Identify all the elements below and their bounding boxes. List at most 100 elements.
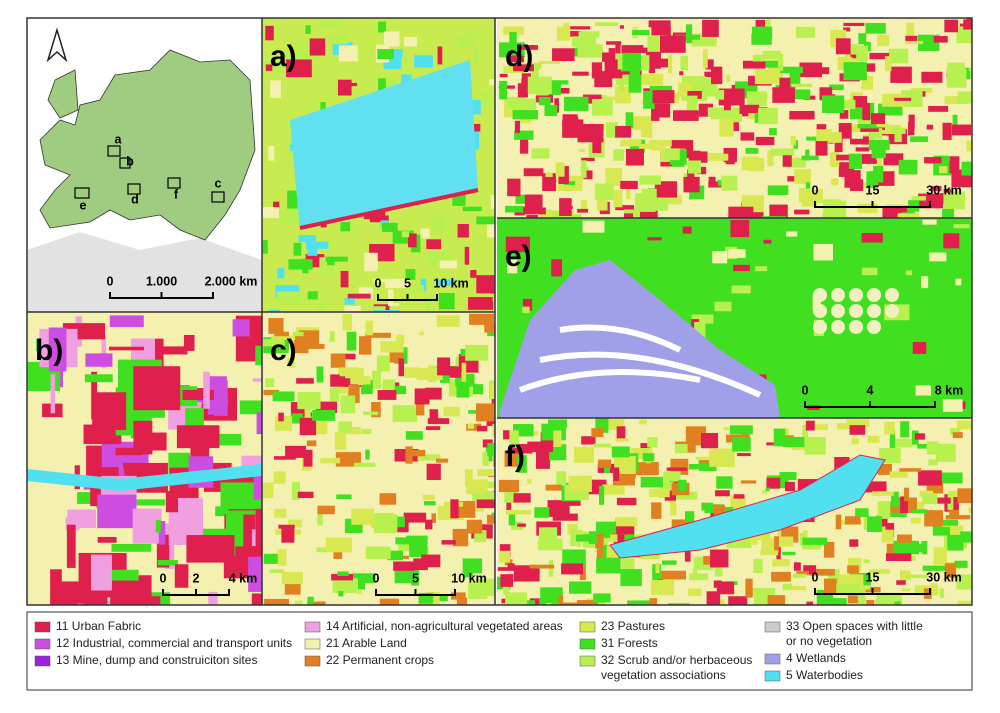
- land-patch: [531, 64, 539, 81]
- land-patch: [852, 154, 877, 164]
- land-patch: [348, 221, 355, 231]
- land-patch: [380, 341, 404, 353]
- land-patch: [911, 509, 928, 514]
- land-patch: [605, 167, 623, 186]
- land-patch: [615, 78, 634, 85]
- land-patch: [956, 574, 972, 590]
- land-patch: [745, 578, 753, 598]
- land-patch: [476, 403, 495, 422]
- land-patch: [529, 564, 555, 569]
- land-patch: [688, 463, 699, 470]
- land-patch: [615, 42, 621, 60]
- land-patch: [877, 34, 890, 47]
- land-patch: [268, 146, 275, 161]
- land-patch: [341, 353, 356, 360]
- land-patch: [647, 120, 653, 139]
- land-patch: [467, 423, 475, 429]
- land-patch: [871, 145, 886, 159]
- land-patch: [908, 114, 915, 130]
- land-patch: [947, 490, 964, 498]
- land-patch: [256, 412, 262, 435]
- land-patch: [621, 45, 644, 54]
- land-patch: [620, 569, 642, 587]
- land-patch: [551, 259, 563, 277]
- land-patch: [648, 58, 656, 74]
- land-patch: [484, 491, 495, 504]
- land-patch: [949, 428, 961, 435]
- land-patch: [278, 208, 299, 224]
- land-patch: [848, 153, 863, 169]
- land-patch: [751, 33, 772, 45]
- dike: [299, 188, 479, 230]
- land-patch: [549, 444, 567, 461]
- land-patch: [708, 181, 724, 188]
- land-patch: [415, 397, 425, 416]
- land-patch: [845, 516, 861, 525]
- land-patch: [816, 199, 842, 203]
- land-patch: [943, 233, 960, 249]
- land-patch: [762, 216, 787, 218]
- land-patch: [596, 549, 604, 560]
- land-patch: [714, 301, 732, 312]
- land-patch: [862, 134, 875, 141]
- land-patch: [708, 604, 734, 605]
- land-patch: [815, 137, 828, 156]
- land-patch: [48, 327, 67, 372]
- land-patch: [947, 534, 964, 551]
- panel-label: a): [270, 40, 297, 73]
- land-patch: [639, 419, 648, 425]
- land-patch: [905, 270, 913, 276]
- land-patch: [490, 194, 495, 210]
- land-patch: [594, 71, 613, 88]
- land-patch: [838, 122, 852, 139]
- land-patch: [285, 445, 306, 458]
- land-patch: [707, 153, 729, 161]
- land-patch: [695, 456, 711, 461]
- land-patch: [843, 22, 865, 27]
- land-patch: [620, 139, 642, 147]
- land-patch: [294, 600, 303, 605]
- scale-label: 15: [866, 570, 880, 584]
- land-patch: [468, 582, 488, 599]
- land-patch: [857, 203, 878, 214]
- land-patch: [877, 103, 903, 116]
- scale-label: 0: [107, 274, 114, 288]
- land-patch: [526, 215, 538, 218]
- land-patch: [794, 209, 810, 215]
- land-patch: [50, 374, 56, 414]
- land-patch: [828, 598, 847, 605]
- land-patch: [922, 565, 949, 571]
- land-patch: [942, 122, 952, 141]
- land-patch: [702, 49, 708, 69]
- land-patch: [396, 334, 405, 344]
- field-circle: [813, 304, 827, 318]
- land-patch: [576, 529, 583, 535]
- land-patch: [767, 150, 774, 167]
- land-patch: [513, 64, 534, 72]
- land-patch: [835, 514, 842, 530]
- land-patch: [689, 573, 709, 581]
- land-patch: [791, 83, 812, 88]
- land-patch: [106, 569, 139, 581]
- land-patch: [638, 143, 657, 149]
- legend-label: 21 Arable Land: [326, 636, 407, 650]
- legend-label: 14 Artificial, non-agricultural vegetate…: [326, 619, 563, 633]
- land-patch: [379, 493, 397, 505]
- land-patch: [450, 592, 466, 600]
- land-patch: [792, 573, 807, 578]
- land-patch: [863, 559, 870, 563]
- land-patch: [450, 499, 459, 519]
- land-patch: [474, 530, 487, 543]
- land-patch: [741, 480, 757, 484]
- land-patch: [707, 107, 727, 117]
- land-patch: [97, 536, 117, 543]
- land-patch: [499, 73, 508, 78]
- land-patch: [901, 588, 911, 592]
- legend-label: 31 Forests: [601, 636, 658, 650]
- land-patch: [278, 524, 295, 529]
- map-panel: [27, 312, 262, 605]
- land-patch: [712, 251, 728, 264]
- land-patch: [778, 54, 784, 72]
- land-patch: [868, 569, 891, 574]
- land-patch: [862, 136, 869, 145]
